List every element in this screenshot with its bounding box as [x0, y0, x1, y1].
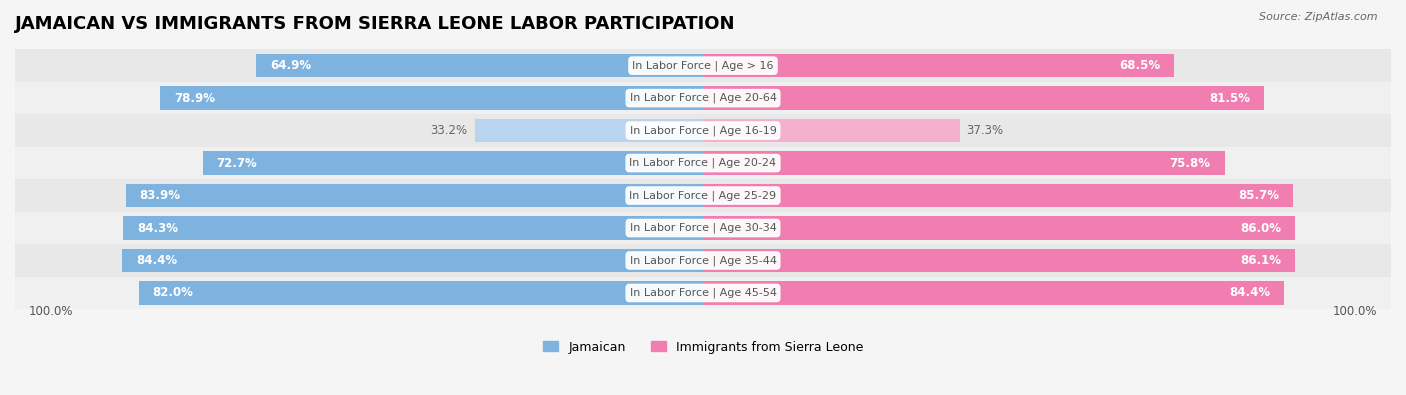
Text: 85.7%: 85.7% — [1237, 189, 1279, 202]
Text: In Labor Force | Age 25-29: In Labor Force | Age 25-29 — [630, 190, 776, 201]
Text: 82.0%: 82.0% — [153, 286, 194, 299]
Text: In Labor Force | Age 30-34: In Labor Force | Age 30-34 — [630, 223, 776, 233]
Text: 83.9%: 83.9% — [139, 189, 180, 202]
Text: 68.5%: 68.5% — [1119, 59, 1160, 72]
Legend: Jamaican, Immigrants from Sierra Leone: Jamaican, Immigrants from Sierra Leone — [538, 336, 868, 359]
Bar — [475, 119, 703, 142]
Text: In Labor Force | Age 20-64: In Labor Force | Age 20-64 — [630, 93, 776, 103]
Text: 81.5%: 81.5% — [1209, 92, 1250, 105]
Bar — [15, 82, 1391, 114]
Bar — [139, 281, 703, 305]
Text: 84.3%: 84.3% — [136, 222, 177, 235]
Bar — [703, 281, 1284, 305]
Text: 100.0%: 100.0% — [1333, 305, 1378, 318]
Text: 37.3%: 37.3% — [966, 124, 1004, 137]
Bar — [703, 216, 1295, 240]
Text: 100.0%: 100.0% — [28, 305, 73, 318]
Bar — [15, 212, 1391, 244]
Text: 75.8%: 75.8% — [1170, 156, 1211, 169]
Bar — [202, 151, 703, 175]
Bar — [703, 54, 1174, 77]
Bar — [15, 147, 1391, 179]
Bar — [703, 151, 1225, 175]
Text: In Labor Force | Age 20-24: In Labor Force | Age 20-24 — [630, 158, 776, 168]
Bar — [15, 277, 1391, 309]
Text: 78.9%: 78.9% — [174, 92, 215, 105]
Text: 86.0%: 86.0% — [1240, 222, 1281, 235]
Text: Source: ZipAtlas.com: Source: ZipAtlas.com — [1260, 12, 1378, 22]
Bar — [703, 249, 1295, 272]
Bar — [15, 49, 1391, 82]
Bar — [703, 119, 960, 142]
Bar — [15, 179, 1391, 212]
Text: In Labor Force | Age > 16: In Labor Force | Age > 16 — [633, 60, 773, 71]
Text: 84.4%: 84.4% — [136, 254, 177, 267]
Bar — [703, 184, 1292, 207]
Bar — [256, 54, 703, 77]
Text: In Labor Force | Age 35-44: In Labor Force | Age 35-44 — [630, 255, 776, 266]
Text: 64.9%: 64.9% — [270, 59, 311, 72]
Text: In Labor Force | Age 45-54: In Labor Force | Age 45-54 — [630, 288, 776, 298]
Bar — [703, 87, 1264, 110]
Text: 33.2%: 33.2% — [430, 124, 468, 137]
Text: 84.4%: 84.4% — [1229, 286, 1270, 299]
Bar — [122, 249, 703, 272]
Text: JAMAICAN VS IMMIGRANTS FROM SIERRA LEONE LABOR PARTICIPATION: JAMAICAN VS IMMIGRANTS FROM SIERRA LEONE… — [15, 15, 735, 33]
Bar — [160, 87, 703, 110]
Bar — [15, 244, 1391, 277]
Text: 72.7%: 72.7% — [217, 156, 257, 169]
Bar — [15, 114, 1391, 147]
Text: In Labor Force | Age 16-19: In Labor Force | Age 16-19 — [630, 125, 776, 136]
Bar — [125, 184, 703, 207]
Text: 86.1%: 86.1% — [1240, 254, 1282, 267]
Bar — [122, 216, 703, 240]
